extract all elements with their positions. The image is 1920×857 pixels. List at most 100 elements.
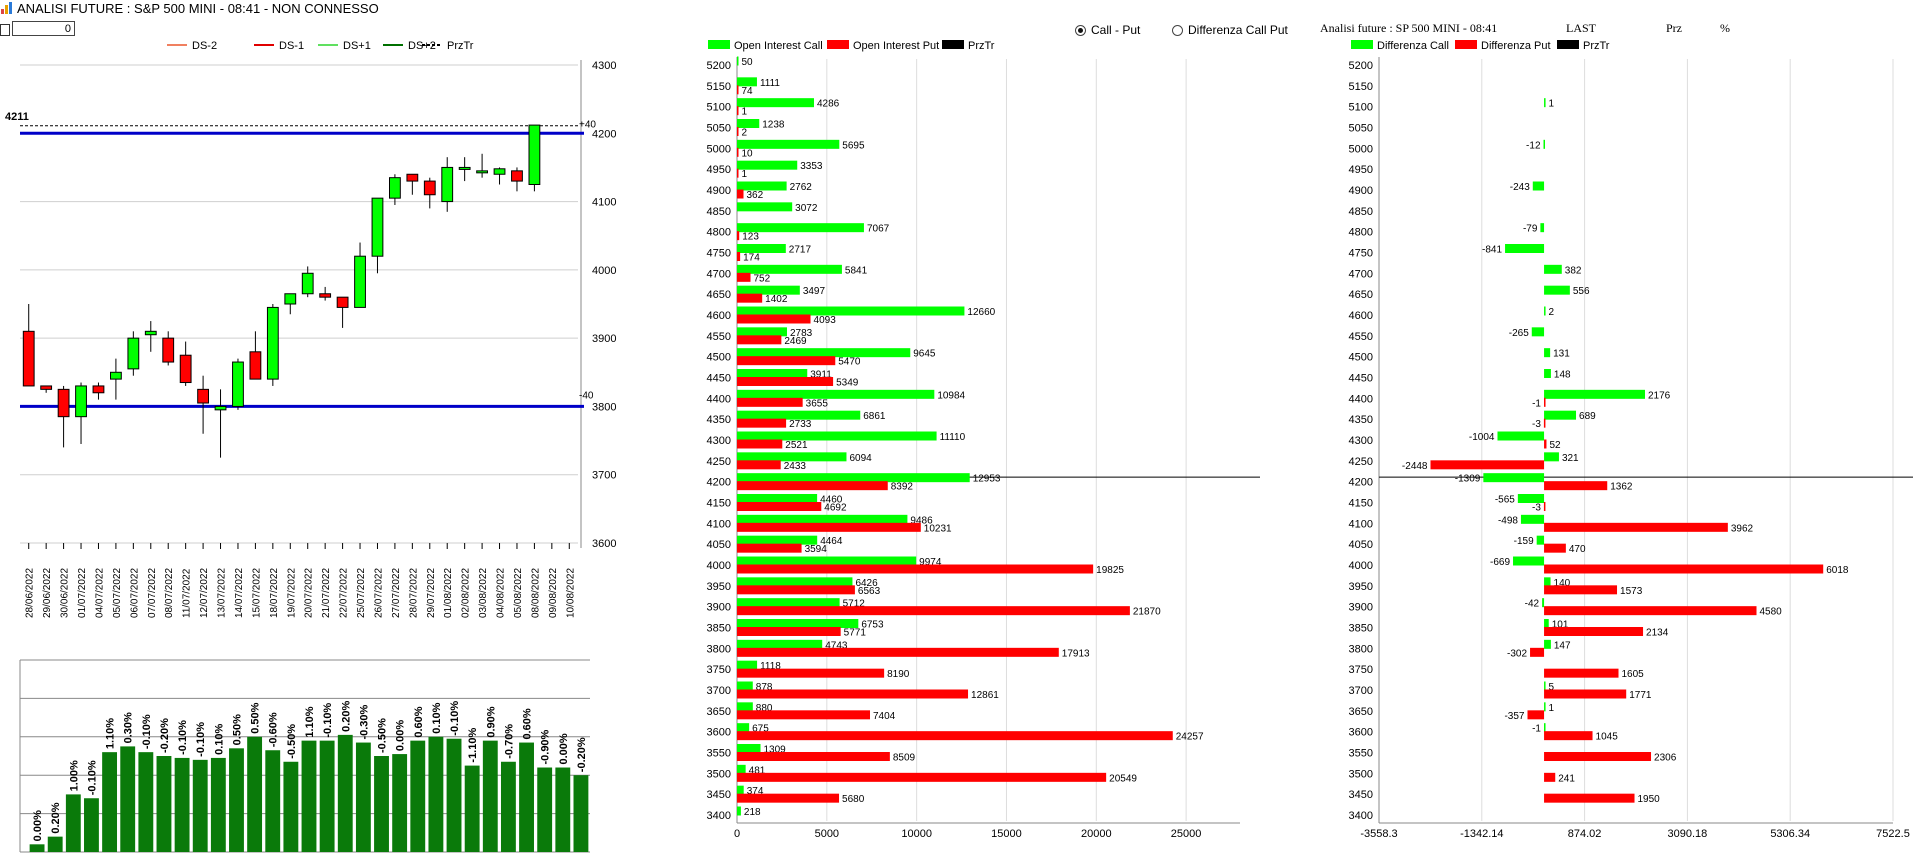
current-price-label: 4211 xyxy=(5,111,29,123)
call-value-label: 6753 xyxy=(861,620,884,631)
pct-bar xyxy=(355,742,371,852)
strike-label: 4900 xyxy=(1349,185,1373,197)
pct-bar xyxy=(392,754,408,852)
legend-label: PrzTr xyxy=(447,40,474,52)
candle-body xyxy=(389,177,401,199)
pct-label: 0.60% xyxy=(413,706,425,737)
pct-bar xyxy=(102,752,118,852)
call-bar xyxy=(737,389,935,399)
put-value-label: 2 xyxy=(742,128,748,139)
candle-body xyxy=(22,330,35,387)
call-bar xyxy=(737,369,808,378)
legend-label: Differenza Call xyxy=(1377,40,1449,52)
strike-label: 4450 xyxy=(707,373,731,385)
call-bar xyxy=(1544,98,1546,108)
strike-label: 4500 xyxy=(1349,352,1373,364)
put-value-label: 1045 xyxy=(1596,732,1619,743)
y-tick-label: 4300 xyxy=(592,60,616,72)
last-label: LAST xyxy=(1566,21,1596,35)
put-value-label: 17913 xyxy=(1062,648,1090,659)
call-bar xyxy=(737,452,847,462)
candle-body xyxy=(110,371,122,380)
call-bar xyxy=(1543,139,1546,149)
strike-label: 4200 xyxy=(1349,477,1373,489)
strike-label: 3800 xyxy=(1349,643,1373,655)
upper-level-label: +40 xyxy=(579,119,596,130)
call-value-label: -243 xyxy=(1510,182,1530,193)
call-bar xyxy=(1544,410,1577,420)
candle-body xyxy=(162,337,175,363)
strike-label: 3400 xyxy=(1349,810,1373,822)
candle-body xyxy=(371,197,384,257)
title-bar: ANALISI FUTURE : S&P 500 MINI - 08:41 - … xyxy=(0,0,379,16)
call-bar xyxy=(737,202,793,212)
pct-label: -0.60% xyxy=(268,712,280,747)
call-bar xyxy=(737,223,864,233)
call-value-label: 9645 xyxy=(913,349,936,360)
pct-label: -0.90% xyxy=(540,729,552,764)
put-bar xyxy=(737,710,871,720)
value-input[interactable] xyxy=(12,21,75,36)
put-value-label: 5680 xyxy=(842,794,865,805)
put-value-label: 5470 xyxy=(838,357,861,368)
call-bar xyxy=(1544,306,1546,316)
strike-label: 4800 xyxy=(707,227,731,239)
put-value-label: 21870 xyxy=(1133,607,1161,618)
strike-label: 4300 xyxy=(707,435,731,447)
put-value-label: 6563 xyxy=(858,586,881,597)
x-tick-label: 01/08/2022 xyxy=(443,568,454,618)
call-bar xyxy=(1532,181,1545,191)
radio-call-put-label: Call - Put xyxy=(1091,23,1141,37)
call-value-label: 1309 xyxy=(764,745,787,756)
pct-label: 1.10% xyxy=(105,718,117,749)
call-bar xyxy=(737,139,840,149)
pct-bar xyxy=(537,767,553,852)
put-value-label: 1 xyxy=(742,169,748,180)
call-bar xyxy=(737,764,746,774)
call-bar xyxy=(1544,723,1546,733)
pct-bar xyxy=(120,746,136,852)
legend-swatch xyxy=(1351,40,1373,49)
radio-differenza[interactable]: Differenza Call Put xyxy=(1172,23,1288,37)
call-value-label: -159 xyxy=(1514,536,1534,547)
put-bar xyxy=(1530,647,1545,657)
call-bar xyxy=(737,410,861,420)
put-bar xyxy=(737,314,811,324)
call-bar xyxy=(1544,577,1551,587)
candle-body xyxy=(144,330,157,336)
strike-label: 3500 xyxy=(707,768,731,780)
strike-label: 3450 xyxy=(707,789,731,801)
call-bar xyxy=(737,535,818,545)
radio-call-put[interactable]: Call - Put xyxy=(1075,23,1140,37)
pct-bar xyxy=(301,740,317,852)
put-value-label: -2448 xyxy=(1402,461,1428,472)
pct-bar xyxy=(265,750,281,852)
x-tick-label: 28/07/2022 xyxy=(408,568,419,618)
put-bar xyxy=(737,252,741,261)
strike-label: 4400 xyxy=(1349,393,1373,405)
y-tick-label: 3700 xyxy=(592,470,616,482)
call-value-label: 1238 xyxy=(762,120,785,131)
strike-label: 4350 xyxy=(1349,414,1373,426)
put-bar xyxy=(737,272,751,282)
pct-label: 0.00% xyxy=(558,733,570,764)
put-bar xyxy=(737,522,921,532)
call-bar xyxy=(737,514,908,524)
put-bar xyxy=(1544,793,1635,803)
pct-label: 0.00% xyxy=(395,720,407,751)
option-checkbox[interactable] xyxy=(0,24,10,36)
call-value-label: 140 xyxy=(1554,578,1571,589)
x-tick-label: 0 xyxy=(734,828,740,840)
x-tick-label: 02/08/2022 xyxy=(461,568,472,618)
put-bar xyxy=(1544,731,1593,741)
call-bar xyxy=(737,619,859,628)
call-bar xyxy=(737,473,970,483)
candle-body xyxy=(441,166,454,203)
candle-body xyxy=(214,405,227,411)
x-tick-label: 03/08/2022 xyxy=(478,568,489,618)
y-tick-label: 4200 xyxy=(592,128,616,140)
put-bar xyxy=(737,189,744,199)
call-value-label: 9974 xyxy=(919,557,942,568)
call-bar xyxy=(1505,244,1545,253)
put-bar xyxy=(737,377,834,386)
